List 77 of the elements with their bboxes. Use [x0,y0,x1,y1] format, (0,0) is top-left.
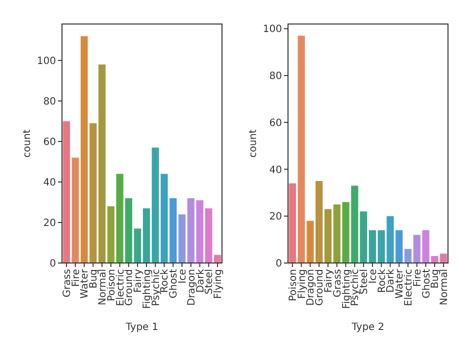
x-tick-label: Fire [70,269,82,287]
x-tick-label: Psychic [350,269,362,306]
bar [333,204,340,263]
x-tick-label: Poison [288,269,299,302]
x-tick-label: Ice [178,269,188,284]
x-tick-label: Steel [359,269,370,294]
bar [134,228,142,263]
x-tick-label: Bug [88,269,100,289]
x-tick-label: Dragon [306,269,317,306]
y-tick-label: 40 [43,177,56,188]
bar [396,230,403,263]
bar [196,200,204,263]
x-tick-label: Ice [368,269,379,284]
y-tick-label: 100 [262,24,282,36]
bar [152,148,159,263]
bar [368,230,376,263]
x-tick-label: Bug [430,269,442,289]
bar [116,174,124,263]
y-tick-label: 80 [269,71,282,82]
bar [316,180,323,263]
x-tick-label: Grass [332,269,344,298]
bar [324,209,332,263]
x-tick-label: Flying [213,269,224,299]
y-tick-label: 60 [43,136,56,148]
bar [378,230,385,263]
x-tick-label: Fairy [133,268,144,293]
x-tick-label: Fairy [324,268,334,293]
y-tick-label: 60 [269,118,282,129]
y-tick-label: 80 [43,96,56,108]
x-tick-label: Electric [404,269,414,306]
x-tick-label: Psychic [150,269,162,306]
bar [351,186,358,263]
y-tick-label: 0 [276,258,282,270]
x-tick-label: Ghost [168,268,180,298]
y-tick-label: 20 [43,218,56,229]
bar [205,208,212,263]
x-axis-title: Type 1 [124,322,158,333]
y-axis-title: count [248,129,259,158]
bar [160,174,168,263]
y-tick-label: 0 [50,258,56,270]
bar [214,254,222,263]
bar [72,158,79,263]
bar [170,198,177,263]
x-tick-label: Fire [412,269,424,287]
bar [298,36,305,263]
bar [360,211,368,263]
x-tick-label: Poison [106,269,118,302]
bar [404,248,412,263]
x-axis-title: Type 2 [350,322,384,333]
bar [422,230,430,263]
bar [80,36,88,263]
bar [187,198,194,263]
y-tick-label: 20 [269,212,282,223]
bar [90,123,97,263]
x-tick-label: Fighting [142,269,153,309]
bar [125,198,132,263]
bar [431,256,438,263]
x-tick-label: Grass [62,269,73,298]
y-axis-title: count [22,129,33,158]
bar [98,64,106,263]
bar [342,202,350,263]
bar [440,254,448,263]
y-tick-label: 40 [269,164,282,176]
bar [178,214,186,263]
x-tick-label: Flying [296,269,308,299]
x-tick-label: Normal [439,269,450,306]
bar [413,234,420,263]
bar [288,183,296,263]
x-tick-label: Normal [98,269,108,306]
bar [142,208,150,263]
bar [386,216,394,263]
bar [62,121,70,263]
bar [306,220,314,263]
y-tick-label: 100 [36,56,56,67]
bar [107,206,114,263]
x-tick-label: Dragon [186,269,198,306]
x-tick-label: Fighting [341,269,352,309]
